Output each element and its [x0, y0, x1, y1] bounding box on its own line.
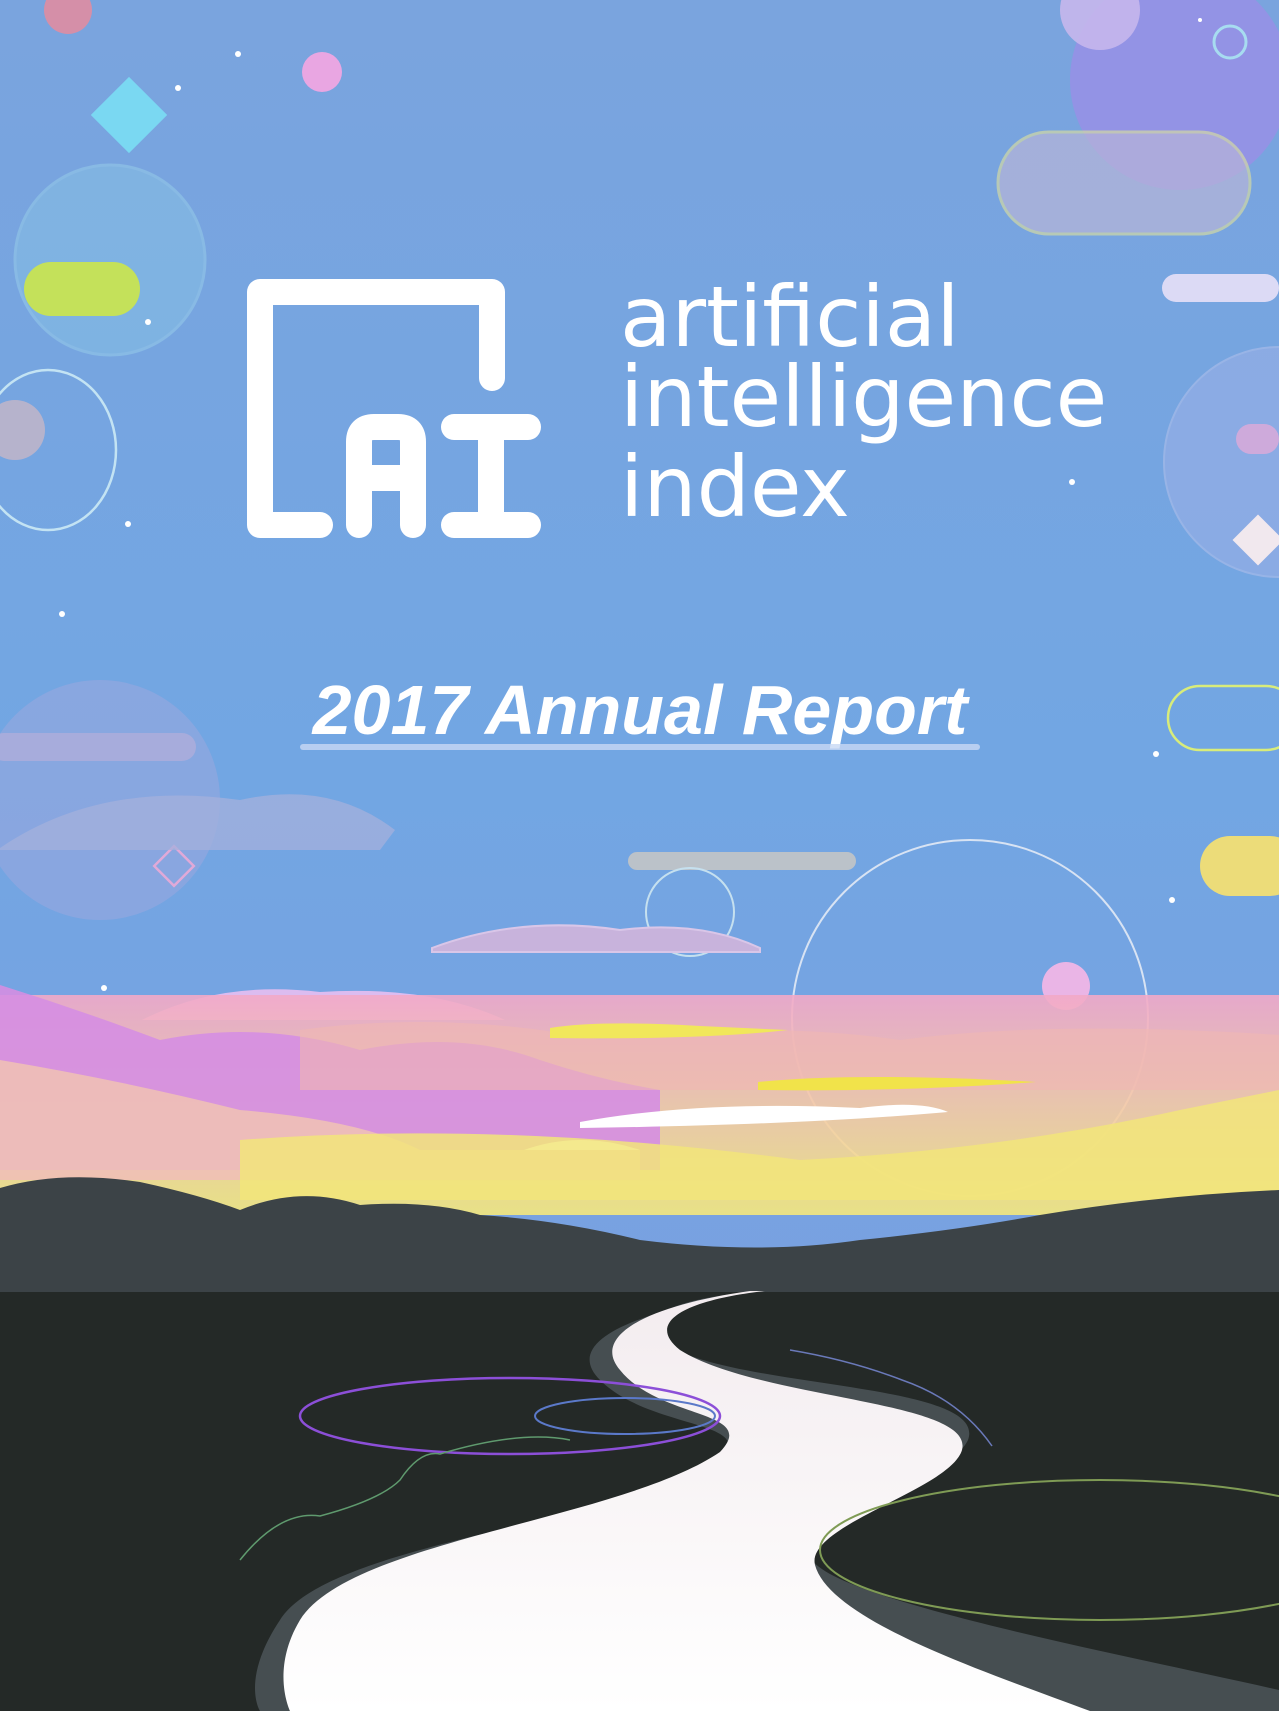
star	[101, 985, 107, 991]
star	[175, 85, 181, 91]
star	[1198, 18, 1202, 22]
subtitle: 2017 Annual Report	[311, 671, 970, 749]
star	[125, 521, 131, 527]
orb	[15, 165, 205, 355]
pill	[1200, 836, 1279, 896]
page: {"title": {"lines": ["artificial", "inte…	[0, 0, 1279, 1711]
subtitle-underline	[300, 744, 980, 750]
cloud	[628, 852, 856, 870]
star	[145, 319, 151, 325]
pill	[1162, 274, 1279, 302]
title-line: index	[620, 438, 850, 536]
star	[59, 611, 65, 617]
star	[235, 51, 241, 57]
title-line: intelligence	[620, 348, 1107, 446]
star	[1169, 897, 1175, 903]
pill	[998, 132, 1250, 234]
orb	[302, 52, 342, 92]
star	[1153, 751, 1159, 757]
pill	[24, 262, 140, 316]
star	[1069, 479, 1075, 485]
cover: artificial intelligence index 2017 Annua…	[0, 0, 1279, 1711]
